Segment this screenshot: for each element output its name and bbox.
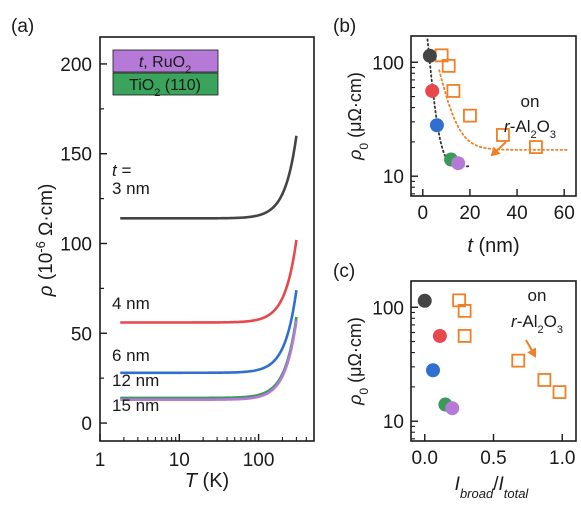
y-tick-label-a: 100 (60, 234, 92, 255)
curve-label-4nm: 4 nm (112, 294, 150, 313)
curve-label-6nm: 6 nm (112, 346, 150, 365)
filled-circle-point (451, 156, 466, 171)
axes-frame-a (99, 36, 315, 442)
y-axis-label-a: ρ (10-6 Ω·cm) (33, 184, 58, 298)
x-tick-label-a: 10 (169, 450, 190, 471)
orange-square-point (457, 329, 472, 343)
curve-label-12nm: 12 nm (112, 371, 159, 390)
legend-ruo2-box (112, 49, 219, 73)
x-tick-label-a: 100 (243, 450, 275, 471)
filled-circle-point (445, 401, 460, 416)
x-tick-label-c: 1.0 (549, 448, 575, 469)
y-tick-label-a: 200 (60, 55, 92, 76)
filled-circle-point (426, 363, 440, 378)
x-axis-label-b: t (nm) (467, 235, 519, 257)
curve-6nm (120, 289, 298, 375)
x-tick-label-b: 60 (554, 203, 575, 224)
axes-frame-c (410, 280, 577, 442)
annotation-arrowhead-c (527, 347, 536, 358)
orange-square-point (529, 140, 543, 155)
annotation-on-c: on (528, 286, 547, 305)
panel-label-b: (b) (333, 16, 356, 37)
filled-circle-point (432, 328, 447, 343)
y-axis-label-b: ρ0 (μΩ·cm) (345, 72, 371, 161)
x-tick-label-b: 20 (459, 203, 480, 224)
legend-tio2-label: TiO2 (110) (129, 77, 201, 99)
curve-3nm (120, 135, 298, 220)
annotation-on-b: on (521, 92, 540, 111)
orange-square-point (537, 373, 552, 387)
annotation-arrowhead-b (490, 146, 501, 157)
y-tick-label-a: 50 (71, 324, 92, 345)
annotation-substrate-b: r-Al2O3 (504, 117, 556, 141)
panel-label-a: (a) (11, 16, 34, 37)
orange-square-point (463, 108, 477, 123)
filled-circle-point (429, 118, 444, 133)
x-tick-label-a: 1 (95, 450, 106, 471)
annotation-substrate-c: r-Al2O3 (511, 312, 563, 336)
x-axis-label-c: Ibroad/Itotal (455, 474, 530, 501)
orange-square-point (552, 385, 567, 400)
y-axis-label-c: ρ0 (μΩ·cm) (345, 317, 371, 406)
y-tick-label-a: 150 (60, 145, 92, 166)
curve-label-3nm: 3 nm (112, 179, 150, 198)
filled-circle-point (422, 48, 437, 63)
curve-label-15nm: 15 nm (112, 396, 159, 415)
legend-tio2-box (112, 72, 219, 96)
y-tick-label-b: 10 (383, 167, 404, 188)
x-tick-label-b: 40 (507, 203, 528, 224)
axes-frame-b (410, 35, 577, 197)
curve-12nm (120, 316, 298, 400)
y-tick-label-c: 10 (383, 412, 404, 433)
x-tick-label-b: 0 (417, 203, 428, 224)
filled-circle-point (425, 83, 440, 98)
x-tick-label-c: 0.5 (480, 448, 506, 469)
orange-square-point (511, 353, 526, 368)
orange-square-point (457, 303, 472, 318)
x-axis-label-a: T (K) (185, 470, 229, 492)
curve-15nm (120, 320, 298, 401)
y-tick-label-b: 100 (372, 53, 404, 74)
x-tick-label-c: 0.0 (412, 448, 438, 469)
orange-square-point (496, 128, 510, 142)
curve-label-t: t = (112, 161, 131, 180)
y-tick-label-c: 100 (372, 298, 404, 319)
orange-square-point (441, 58, 456, 73)
filled-circle-point (417, 293, 432, 308)
orange-square-point (446, 84, 461, 98)
curve-4nm (120, 239, 298, 324)
fit-line-orange (438, 69, 570, 151)
y-tick-label-a: 0 (81, 414, 92, 435)
legend-ruo2-label: t, RuO2 (139, 54, 191, 76)
panel-label-c: (c) (333, 261, 355, 282)
